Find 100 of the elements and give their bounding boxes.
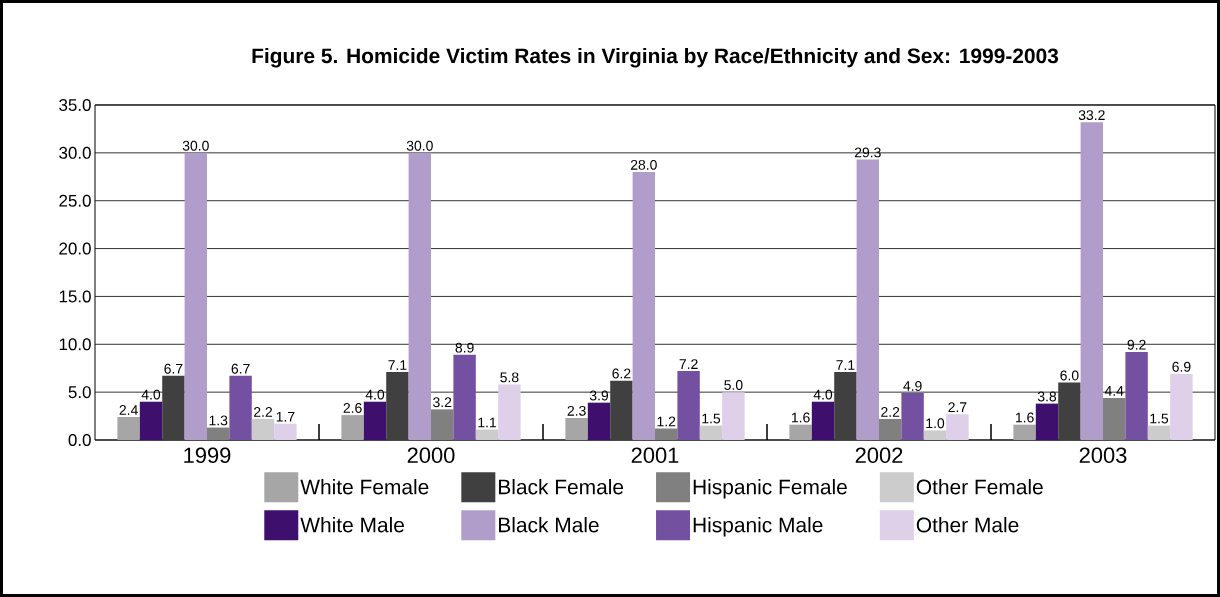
bar [1058, 382, 1081, 440]
data-label: 3.8 [1037, 391, 1057, 402]
legend-label: Other Female [916, 479, 1043, 495]
bar [162, 375, 185, 440]
x-tick-label: 1999 [184, 447, 231, 464]
x-tick-label: 2003 [1079, 447, 1127, 464]
bar [1125, 351, 1148, 440]
data-label: 6.0 [1060, 370, 1079, 381]
bar [789, 424, 812, 440]
data-label: 33.2 [1078, 110, 1105, 121]
data-label: 1.3 [209, 415, 228, 426]
data-label: 1.7 [276, 411, 295, 422]
data-label: 8.9 [455, 342, 474, 353]
bar [699, 425, 723, 440]
bar [139, 401, 163, 440]
y-tick-label: 35.0 [59, 99, 91, 111]
bar [610, 380, 633, 440]
data-label: 7.1 [836, 360, 855, 370]
y-tick-label: 25.0 [59, 194, 91, 207]
data-label: 6.7 [231, 363, 250, 374]
data-label: 6.9 [1172, 361, 1191, 372]
data-label: 30.0 [406, 140, 433, 151]
bar [431, 409, 454, 440]
bar [1013, 424, 1036, 440]
bar [1170, 373, 1193, 440]
bar [498, 384, 521, 440]
data-label: 1.0 [926, 418, 945, 429]
bar [184, 152, 207, 440]
data-label: 2.2 [881, 406, 900, 417]
data-label: 3.2 [433, 397, 452, 408]
legend-label: Other Male [916, 517, 1019, 533]
legend-label: White Female [300, 479, 429, 495]
bar [632, 172, 655, 440]
legend-label: Hispanic Male [693, 517, 823, 537]
bar [901, 393, 924, 440]
y-tick-label: 5.0 [68, 386, 91, 399]
bar [453, 354, 476, 440]
bar [229, 375, 252, 440]
legend-label: Black Male [499, 517, 599, 533]
data-label: 5.0 [724, 380, 743, 390]
bar [408, 152, 431, 440]
y-tick-label: 15.0 [59, 290, 91, 303]
bar [386, 372, 409, 440]
data-label: 5.8 [500, 372, 519, 383]
data-label: 7.1 [388, 360, 407, 370]
bar [879, 418, 902, 440]
data-label: 4.4 [1104, 386, 1124, 396]
data-label: 3.9 [589, 390, 609, 401]
bar [587, 402, 611, 440]
y-tick-label: 30.0 [59, 146, 91, 159]
data-label: 6.2 [612, 368, 631, 379]
legend-label: Hispanic Female [693, 479, 847, 499]
x-tick-label: 2001 [631, 447, 679, 464]
bar [856, 159, 879, 440]
data-label: 7.2 [679, 359, 698, 369]
bar [565, 417, 588, 440]
data-label: 1.6 [1015, 412, 1034, 423]
data-label: 1.5 [702, 413, 721, 424]
bar [811, 401, 835, 440]
y-tick-label: 10.0 [59, 338, 91, 351]
data-label: 28.0 [630, 159, 657, 170]
data-label: 1.1 [478, 417, 497, 428]
bar [274, 423, 297, 440]
chart-title: Figure 5. Homicide Victim Rates in Virginia by Race/Ethnicity and Sex: 1999-2003 [252, 47, 1059, 68]
x-tick-label: 2000 [407, 447, 455, 464]
data-label: 29.3 [854, 147, 881, 158]
bar [341, 415, 364, 440]
bar [1035, 403, 1059, 440]
data-label: 2.6 [343, 403, 362, 413]
data-label: 30.0 [182, 140, 209, 151]
data-label: 1.6 [791, 412, 810, 423]
bar [363, 401, 387, 440]
data-label: 2.2 [254, 406, 272, 417]
bar [677, 371, 700, 440]
data-label: 4.0 [141, 389, 161, 400]
data-label: 1.5 [1150, 413, 1169, 424]
legend-label: White Male [300, 517, 404, 533]
data-label: 1.2 [657, 416, 676, 427]
data-label: 4.0 [365, 389, 385, 400]
x-tick-label: 2002 [855, 447, 903, 464]
bar [923, 430, 947, 440]
bar [722, 392, 745, 440]
data-label: 4.0 [813, 389, 833, 400]
data-label: 6.7 [164, 363, 183, 374]
y-tick-label: 0.0 [68, 434, 91, 446]
bar [1103, 397, 1126, 440]
bar [207, 427, 230, 440]
bar [251, 418, 275, 440]
legend-label: Black Female [499, 479, 624, 495]
data-label: 2.7 [948, 402, 967, 412]
data-label: 2.4 [119, 405, 138, 415]
data-label: 4.9 [903, 381, 922, 391]
bar [475, 429, 499, 440]
bar [1080, 122, 1104, 440]
bar [834, 372, 857, 440]
y-tick-label: 20.0 [59, 242, 91, 255]
bar [117, 417, 140, 440]
bar [1147, 425, 1171, 440]
bar [946, 414, 969, 440]
bar [655, 428, 678, 440]
